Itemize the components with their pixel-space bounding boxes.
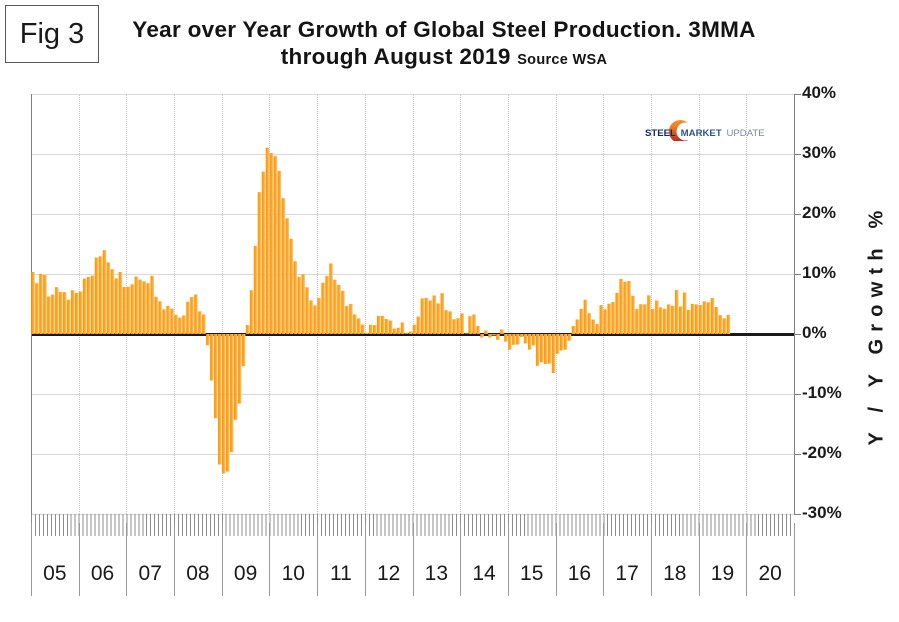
svg-text:STEEL: STEEL [645,128,676,139]
svg-text:MARKET: MARKET [681,128,722,139]
svg-text:UPDATE: UPDATE [726,128,764,139]
